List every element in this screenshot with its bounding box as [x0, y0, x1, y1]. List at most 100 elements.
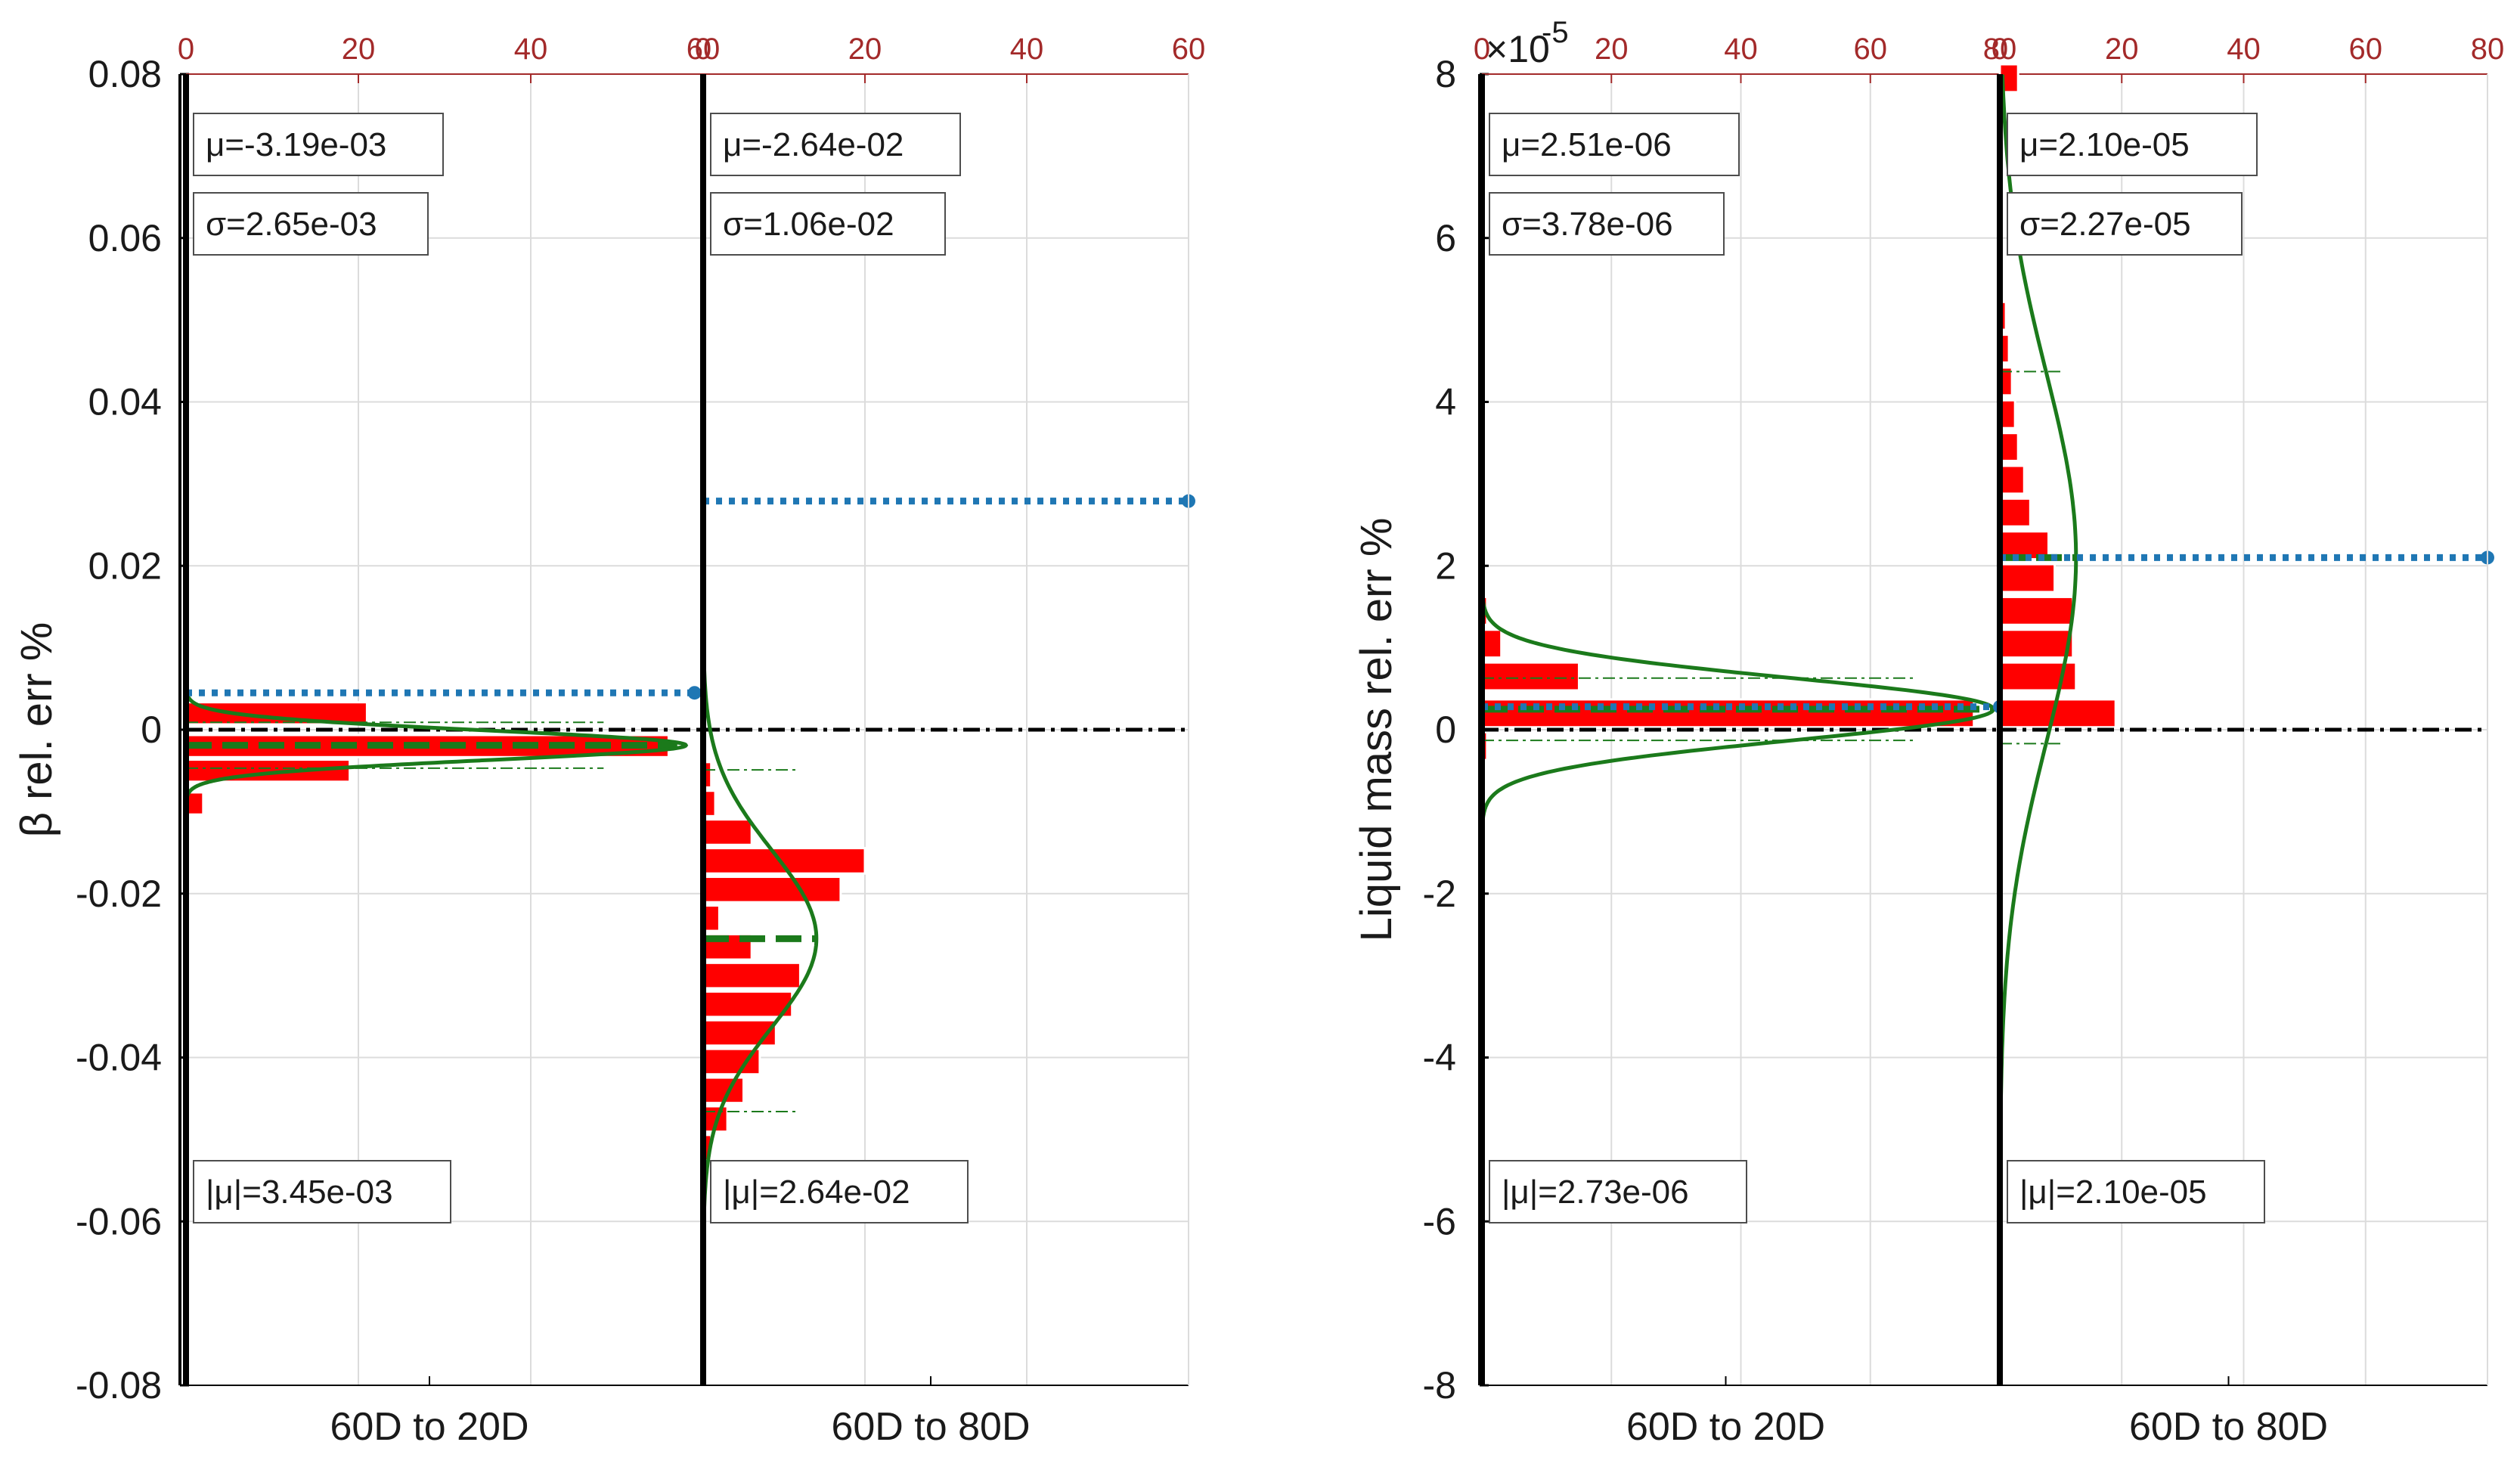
top-x-tick-label: 60	[1172, 33, 1206, 66]
annotation-absmu: |μ|=3.45e-03	[193, 1160, 451, 1223]
histogram-bar	[1998, 432, 2019, 463]
histogram-bar	[1998, 563, 2057, 594]
exponent-power: -5	[1542, 16, 1569, 49]
histogram-bar	[702, 847, 866, 875]
top-x-tick-label: 60	[1854, 33, 1888, 66]
annotation-text: μ=-3.19e-03	[206, 126, 386, 163]
annotation-text: |μ|=2.73e-06	[1502, 1174, 1689, 1211]
top-x-tick-label: 0	[178, 33, 194, 66]
top-x-tick-label: 20	[1595, 33, 1629, 66]
top-x-tick-label: 0	[1474, 33, 1490, 66]
histogram-bar	[1998, 464, 2026, 495]
gaussian-fit-curve	[1480, 578, 1996, 840]
y-tick-labels: 0.08 0.06 0.04 0.02 0 -0.02 -0.04 -0.06 -0.08	[76, 53, 189, 1406]
y-tick-label: 8	[1435, 53, 1456, 95]
y-tick-label: -4	[1423, 1037, 1456, 1079]
annotation-text: σ=1.06e-02	[723, 206, 894, 243]
chart-1: 0.08 0.06 0.04 0.02 0 -0.02 -0.04 -0.06 -0.08 β r…	[12, 33, 1205, 1449]
panel-x-label: 60D to 20D	[330, 1405, 528, 1449]
histogram-bar	[702, 876, 842, 904]
annotation-text: σ=2.27e-05	[2019, 206, 2191, 243]
y-tick-label: 4	[1435, 381, 1456, 423]
y-tick-label: 0	[1435, 709, 1456, 751]
y-tick-label: 0	[141, 709, 162, 751]
annotation-mu: μ=-2.64e-02	[710, 113, 961, 176]
top-x-tick-label: 0	[695, 33, 711, 66]
panel-x-label: 60D to 80D	[831, 1405, 1030, 1449]
annotation-text: μ=2.51e-06	[1502, 126, 1672, 163]
y-tick-label: -0.02	[76, 873, 162, 915]
histogram-bar	[702, 961, 801, 990]
panel-x-label: 60D to 20D	[1626, 1405, 1825, 1449]
panel-1: 0 20 40 60 80 60D to 20D μ=2.51e-06 σ=3.78e-06 |…	[1474, 33, 2016, 1449]
annotation-box	[193, 192, 429, 256]
annotation-text: |μ|=2.10e-05	[2019, 1174, 2207, 1211]
top-x-tick-label: 40	[1010, 33, 1044, 66]
histogram-bar	[1998, 497, 2032, 528]
annotation-text: μ=-2.64e-02	[723, 126, 904, 163]
top-x-tick-label: 40	[1724, 33, 1758, 66]
top-x-tick-label: 60	[687, 33, 721, 66]
annotation-mu: μ=2.10e-05	[2007, 113, 2258, 176]
top-x-tick-label: 60	[2349, 33, 2383, 66]
annotation-box	[1489, 1160, 1747, 1223]
histogram-bar	[1998, 628, 2075, 659]
y-tick-label: -2	[1423, 873, 1456, 915]
histogram-bar	[702, 1019, 777, 1047]
top-x-tick-label: 40	[514, 33, 548, 66]
annotation-sigma: σ=2.65e-03	[193, 192, 429, 256]
y-tick-label: 0.04	[88, 381, 162, 423]
annotation-box	[710, 113, 961, 176]
histogram-bars	[702, 761, 866, 1162]
histogram-bar	[1480, 661, 1580, 692]
y-tick-label: -0.04	[76, 1037, 162, 1079]
annotation-mu: μ=2.51e-06	[1489, 113, 1740, 176]
top-x-tick-label: 80	[2471, 33, 2505, 66]
histogram-bar	[702, 990, 794, 1019]
annotation-box	[193, 113, 444, 176]
y-tick-label: 2	[1435, 544, 1456, 587]
abs-mean-marker	[687, 686, 702, 700]
annotation-box	[2007, 1160, 2265, 1223]
annotation-absmu: |μ|=2.73e-06	[1489, 1160, 1747, 1223]
histogram-bar	[1998, 595, 2075, 626]
y-tick-label: -0.06	[76, 1200, 162, 1242]
top-x-tick-label: 40	[2227, 33, 2261, 66]
y-tick-label: -0.08	[76, 1364, 162, 1406]
annotation-box	[710, 1160, 969, 1223]
annotation-text: |μ|=2.64e-02	[723, 1174, 910, 1211]
top-x-tick-label: 20	[2105, 33, 2139, 66]
annotation-sigma: σ=1.06e-02	[710, 192, 946, 256]
annotation-absmu: |μ|=2.64e-02	[710, 1160, 969, 1223]
top-x-tick-label: 20	[342, 33, 376, 66]
histogram-bar	[702, 818, 753, 846]
annotation-text: σ=2.65e-03	[206, 206, 377, 243]
annotation-box	[1489, 113, 1740, 176]
top-x-tick-label: 0	[1992, 33, 2008, 66]
annotation-box	[710, 192, 946, 256]
annotation-text: |μ|=3.45e-03	[206, 1174, 393, 1211]
y-axis-label: Liquid mass rel. err %	[1352, 518, 1401, 942]
annotation-text: μ=2.10e-05	[2019, 126, 2190, 163]
y-axis-label: β rel. err %	[12, 622, 61, 838]
annotation-box	[193, 1160, 451, 1223]
gaussian-fit-curve	[184, 683, 689, 808]
y-tick-label: -6	[1423, 1200, 1456, 1242]
exponent-label: ×10	[1486, 28, 1550, 70]
annotation-sigma: σ=3.78e-06	[1489, 192, 1725, 256]
annotation-box	[1489, 192, 1725, 256]
annotation-box	[2007, 113, 2258, 176]
y-tick-label: 0.08	[88, 53, 162, 95]
annotation-sigma: σ=2.27e-05	[2007, 192, 2243, 256]
y-tick-label: 6	[1435, 217, 1456, 259]
annotation-text: σ=3.78e-06	[1502, 206, 1673, 243]
y-tick-label: -8	[1423, 1364, 1456, 1406]
y-tick-label: 0.06	[88, 217, 162, 259]
annotation-absmu: |μ|=2.10e-05	[2007, 1160, 2265, 1223]
panel-x-label: 60D to 80D	[2129, 1405, 2328, 1449]
y-tick-labels: 8 6 4 2 0 -2 -4 -6 -8	[1423, 53, 1489, 1406]
top-x-tick-label: 80	[1983, 33, 2017, 66]
y-tick-label: 0.02	[88, 544, 162, 587]
